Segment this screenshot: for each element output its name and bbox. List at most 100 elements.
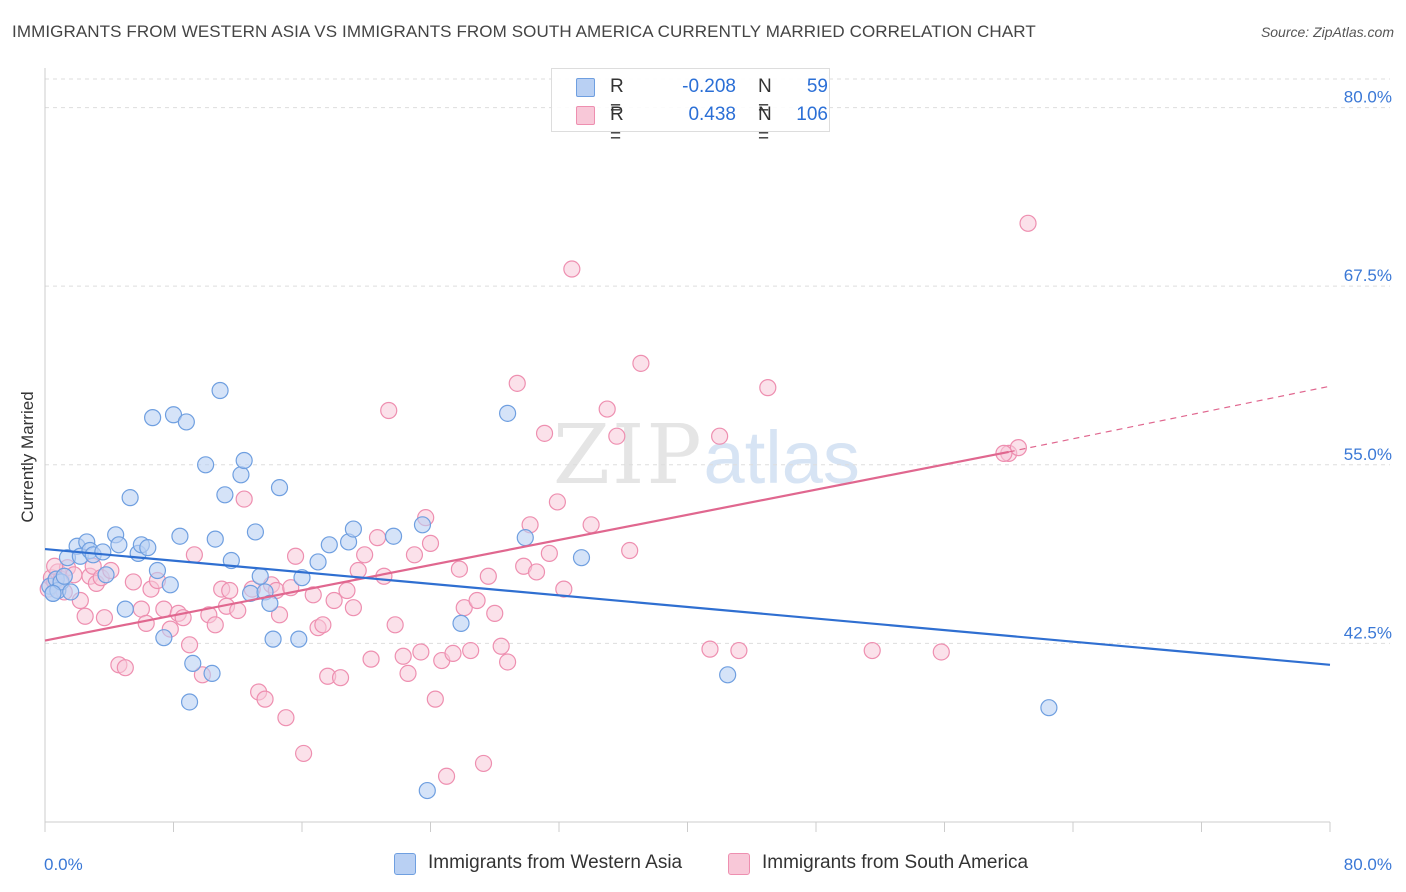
legend-n-value: 59: [806, 76, 828, 97]
data-point-western-asia: [161, 576, 179, 594]
data-point-south-america: [368, 529, 387, 547]
data-point-western-asia: [116, 600, 134, 618]
data-point-western-asia: [499, 404, 517, 422]
data-point-western-asia: [177, 413, 195, 431]
data-point-south-america: [185, 546, 203, 564]
data-point-western-asia: [516, 529, 534, 547]
data-point-western-asia: [94, 543, 112, 561]
data-point-south-america: [256, 690, 274, 708]
data-point-western-asia: [148, 561, 167, 580]
legend-r-value: -0.208: [682, 76, 736, 97]
data-point-south-america: [632, 354, 650, 372]
data-point-south-america: [540, 544, 558, 562]
data-point-south-america: [437, 767, 456, 785]
data-point-western-asia: [155, 629, 173, 647]
data-point-western-asia: [264, 630, 282, 648]
legend-r-value: 0.438: [688, 104, 736, 125]
y-axis-title: Currently Married: [18, 391, 37, 522]
data-point-western-asia: [452, 614, 470, 632]
data-point-western-asia: [246, 523, 265, 541]
data-point-south-america: [155, 600, 173, 618]
legend-n-label: N =: [758, 104, 772, 147]
data-point-western-asia: [171, 527, 189, 545]
data-point-south-america: [137, 614, 155, 632]
data-point-western-asia: [139, 539, 157, 557]
data-point-western-asia: [261, 594, 279, 612]
data-point-south-america: [235, 490, 253, 508]
legend-swatch-blue: [576, 78, 595, 97]
data-point-south-america: [277, 709, 295, 727]
data-point-western-asia: [62, 583, 80, 601]
data-point-south-america: [486, 604, 504, 622]
data-point-south-america: [582, 516, 600, 534]
data-point-western-asia: [572, 549, 591, 567]
data-point-western-asia: [344, 520, 362, 538]
data-point-western-asia: [320, 536, 338, 554]
data-point-western-asia: [206, 530, 224, 548]
data-point-western-asia: [413, 516, 432, 534]
data-point-south-america: [338, 581, 356, 600]
data-point-south-america: [701, 640, 719, 658]
data-point-western-asia: [180, 693, 199, 711]
data-point-south-america: [711, 427, 729, 445]
stats-legend: R = -0.208 N = 59 R = 0.438 N = 106: [551, 68, 830, 147]
data-point-south-america: [426, 690, 444, 708]
data-point-south-america: [116, 659, 134, 677]
data-point-western-asia: [164, 406, 183, 424]
data-point-western-asia: [55, 567, 73, 585]
data-point-south-america: [421, 534, 440, 552]
data-point-western-asia: [290, 630, 308, 648]
data-point-south-america: [356, 546, 374, 564]
data-point-south-america: [344, 599, 362, 617]
data-point-south-america: [386, 616, 404, 634]
data-point-south-america: [95, 609, 114, 627]
data-point-western-asia: [1040, 699, 1058, 717]
data-point-western-asia: [270, 479, 289, 497]
data-point-south-america: [462, 641, 480, 660]
legend-r-label: R =: [610, 76, 624, 119]
data-point-south-america: [295, 744, 313, 763]
data-point-south-america: [563, 260, 581, 278]
data-point-western-asia: [144, 409, 162, 427]
data-point-western-asia: [216, 486, 234, 504]
data-point-south-america: [325, 591, 343, 610]
data-point-western-asia: [44, 584, 62, 602]
data-point-western-asia: [235, 451, 253, 470]
trend-line-south-america-dashed: [1008, 385, 1331, 453]
data-point-south-america: [535, 424, 554, 442]
data-point-south-america: [1019, 214, 1037, 232]
trend-line-western-asia: [44, 547, 1331, 666]
data-point-western-asia: [121, 489, 139, 507]
y-tick-label: 42.5%: [1344, 623, 1392, 642]
data-point-south-america: [508, 374, 526, 392]
data-point-south-america: [468, 591, 486, 610]
data-point-south-america: [527, 563, 546, 581]
data-point-south-america: [124, 573, 142, 591]
source-label: Source: ZipAtlas.com: [1260, 24, 1394, 40]
data-point-south-america: [286, 547, 305, 565]
bottom-legend-swatch-pink: [728, 853, 750, 875]
data-point-western-asia: [309, 553, 327, 571]
chart-title: IMMIGRANTS FROM WESTERN ASIA VS IMMIGRAN…: [12, 22, 1036, 41]
trend-line-south-america: [44, 450, 1009, 642]
watermark: ZIPatlas: [553, 408, 860, 503]
data-point-south-america: [548, 493, 566, 511]
data-point-western-asia: [418, 781, 436, 800]
data-point-south-america: [314, 616, 332, 634]
data-point-south-america: [362, 650, 380, 668]
data-point-south-america: [479, 567, 497, 585]
data-point-south-america: [132, 600, 150, 618]
data-point-western-asia: [251, 567, 269, 585]
data-point-western-asia: [184, 654, 202, 672]
data-point-western-asia: [211, 381, 229, 400]
y-tick-label: 55.0%: [1344, 445, 1392, 464]
data-point-western-asia: [97, 566, 115, 584]
watermark-zip: ZIP: [553, 408, 704, 503]
data-point-western-asia: [719, 666, 737, 684]
x-tick-label-min: 0.0%: [44, 855, 83, 874]
data-point-south-america: [863, 641, 881, 660]
data-point-south-america: [221, 581, 239, 600]
data-point-south-america: [555, 580, 573, 598]
legend-n-label: N =: [758, 76, 772, 119]
